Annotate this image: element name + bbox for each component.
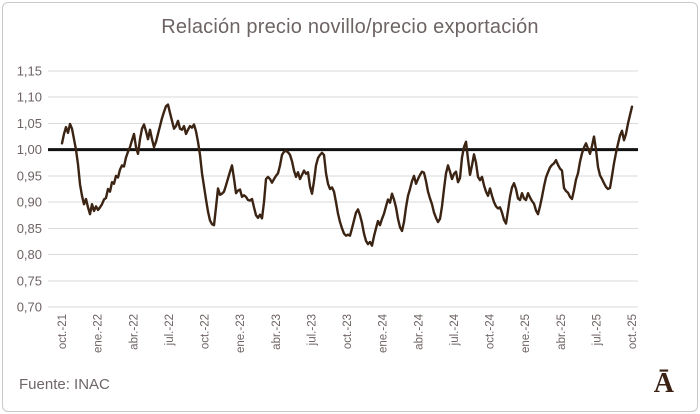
x-axis-label: ene.-24 — [378, 313, 390, 353]
x-axis-label: oct.-23 — [342, 314, 354, 349]
x-axis-label: oct.-21 — [57, 314, 69, 349]
x-axis-label: abr.-25 — [556, 314, 568, 350]
x-axis-label: abr.-23 — [271, 314, 283, 350]
x-axis-label: oct.-22 — [200, 314, 212, 349]
y-axis-label: 1,05 — [17, 116, 42, 131]
y-axis-label: 1,15 — [17, 64, 42, 79]
x-axis-label: oct.-25 — [627, 314, 639, 349]
x-axis-label: oct.-24 — [485, 313, 497, 349]
y-axis-label: 0,95 — [17, 168, 42, 183]
y-axis-label: 1,00 — [17, 142, 42, 157]
brand-logo: Ā — [653, 368, 674, 399]
price-ratio-line — [60, 103, 634, 247]
x-axis-label: abr.-22 — [128, 314, 140, 350]
y-axis-label: 0,80 — [17, 247, 42, 262]
y-axis-label: 0,75 — [17, 273, 42, 288]
y-axis-label: 0,90 — [17, 195, 42, 210]
y-axis-label: 0,70 — [17, 300, 42, 315]
plot-area: 1,15 1,10 1,05 1,00 0,95 0,90 0,85 0,80 0,75 0,70… — [17, 64, 639, 354]
x-axis-label: ene.-23 — [235, 314, 247, 353]
x-axis-label: jul.-24 — [449, 313, 461, 346]
y-axis-label: 1,10 — [17, 90, 42, 105]
x-axis-label: ene.-25 — [520, 314, 532, 353]
y-axis-label: 0,85 — [17, 221, 42, 236]
x-axis-label: ene.-22 — [93, 314, 105, 353]
x-axis-label: abr.-24 — [413, 313, 425, 349]
source-label: Fuente: INAC — [19, 376, 110, 393]
chart-title: Relación precio novillo/precio exportaci… — [161, 16, 539, 38]
x-axis-label: jul.-23 — [306, 314, 318, 346]
x-axis-label: jul.-25 — [591, 314, 603, 346]
x-axis-label: jul.-22 — [164, 314, 176, 346]
